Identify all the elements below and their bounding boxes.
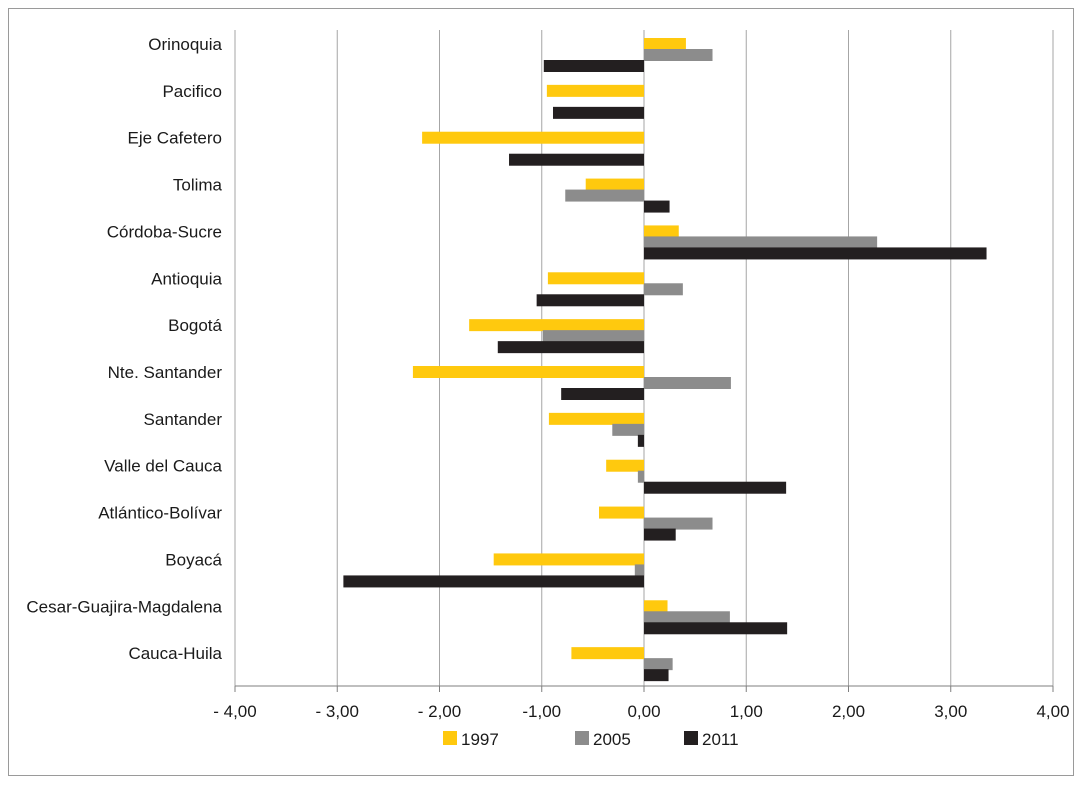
bar-2011 — [644, 247, 987, 260]
x-tick-label: 1,00 — [730, 702, 763, 721]
category-label: Antioquia — [151, 269, 222, 288]
x-axis: - 4,00 - 3,00 - 2,00 -1,00 0,00 1,00 2,00 3,00 4… — [213, 685, 1070, 721]
legend: 1997 2005 2011 — [443, 730, 739, 749]
x-tick-label: - 4,00 — [213, 702, 256, 721]
bar-2011 — [561, 388, 644, 400]
legend-swatch-2011 — [684, 731, 698, 745]
category-label: Pacifico — [162, 82, 222, 101]
bar-1997 — [644, 225, 679, 238]
bar-2005 — [644, 611, 730, 624]
bar-2011 — [543, 60, 644, 72]
category-label: Tolima — [173, 176, 223, 195]
bar-1997 — [547, 272, 644, 285]
category-label: Atlántico-Bolívar — [98, 504, 222, 523]
bar-1997 — [548, 412, 644, 425]
category-labels: Orinoquia Pacifico Eje Cafetero Tolima Córdo… — [26, 35, 222, 663]
bar-2005 — [644, 517, 713, 530]
category-label: Cesar-Guajira-Magdalena — [26, 597, 222, 616]
category-label: Córdoba-Sucre — [107, 222, 222, 241]
bar-2011 — [644, 200, 670, 213]
legend-label-1997: 1997 — [461, 730, 499, 749]
chart-frame — [8, 8, 1074, 776]
x-tick-label: 3,00 — [934, 702, 967, 721]
bar-1997 — [571, 647, 644, 660]
bar-1997 — [546, 84, 644, 97]
bar-2011 — [644, 481, 787, 494]
bar-1997 — [585, 178, 644, 191]
bar-1997 — [644, 600, 668, 613]
bar-2011 — [552, 106, 644, 119]
category-label: Boyacá — [165, 550, 222, 569]
category-label: Santander — [144, 410, 223, 429]
bar-1997 — [493, 553, 644, 566]
bar-2005 — [644, 377, 731, 389]
bar-1997 — [412, 366, 644, 378]
bar-1997 — [469, 319, 644, 332]
bar-1997 — [644, 38, 686, 50]
x-tick-label: -1,00 — [522, 702, 561, 721]
bar-2005 — [565, 189, 644, 202]
bar-2005 — [644, 658, 673, 671]
bar-1997 — [606, 459, 644, 472]
category-label: Cauca-Huila — [128, 644, 222, 663]
bar-2011 — [343, 575, 644, 588]
category-label: Valle del Cauca — [104, 457, 222, 476]
bar-2005 — [644, 49, 713, 61]
x-tick-label: - 3,00 — [316, 702, 359, 721]
bar-2011 — [644, 669, 669, 682]
bar-2005 — [634, 564, 644, 577]
bar-1997 — [422, 131, 644, 144]
category-label: Bogotá — [168, 316, 222, 335]
bar-2005 — [644, 236, 878, 249]
bar-2011 — [644, 528, 676, 541]
bar-2005 — [644, 283, 683, 296]
bar-2005 — [637, 470, 644, 483]
legend-label-2005: 2005 — [593, 730, 631, 749]
x-tick-label: 0,00 — [627, 702, 660, 721]
bar-2011 — [509, 153, 644, 166]
bar-2005 — [612, 423, 644, 436]
x-tick-label: 2,00 — [832, 702, 865, 721]
bar-2005 — [542, 330, 644, 343]
bar-1997 — [599, 506, 644, 519]
category-label: Nte. Santander — [108, 363, 223, 382]
legend-swatch-2005 — [575, 731, 589, 745]
bars — [343, 38, 987, 682]
legend-swatch-1997 — [443, 731, 457, 745]
x-tick-label: - 2,00 — [418, 702, 461, 721]
gridlines — [234, 30, 1054, 686]
legend-label-2011: 2011 — [702, 730, 739, 749]
category-label: Orinoquia — [148, 35, 222, 54]
bar-2011 — [536, 294, 644, 307]
x-tick-label: 4,00 — [1036, 702, 1069, 721]
bar-2011 — [497, 341, 644, 354]
bar-2011 — [644, 622, 788, 635]
category-label: Eje Cafetero — [128, 129, 223, 148]
bar-2011 — [637, 434, 644, 447]
